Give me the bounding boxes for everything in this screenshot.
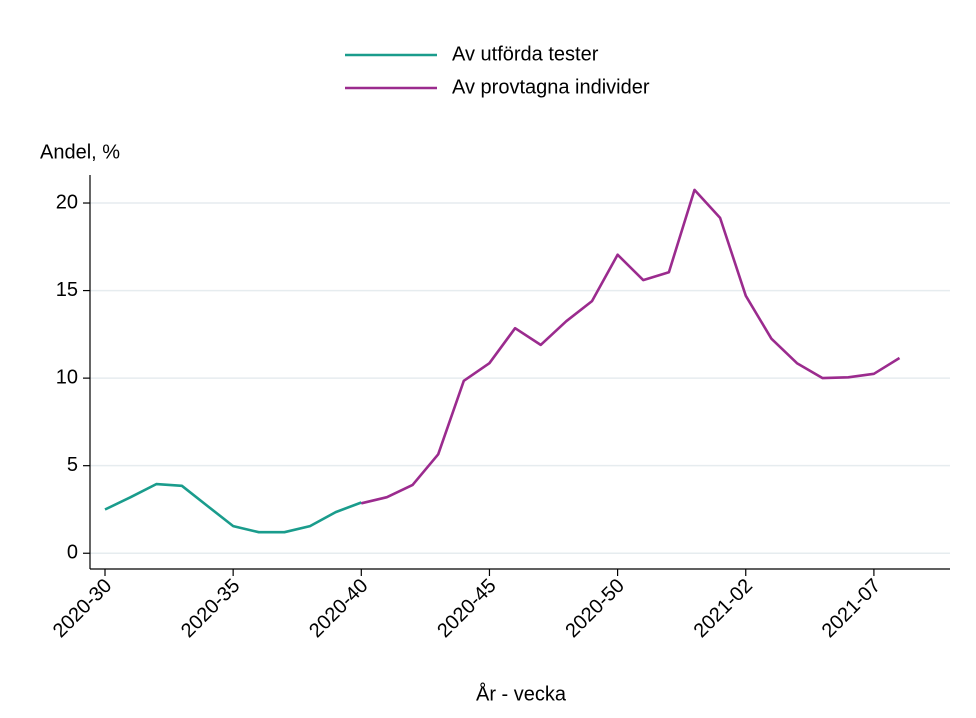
- y-tick-label: 10: [56, 366, 78, 388]
- y-tick-label: 5: [67, 454, 78, 476]
- x-axis-label: År - vecka: [476, 682, 567, 705]
- line-series: [104, 482, 362, 534]
- y-tick-label: 0: [67, 542, 78, 564]
- x-tick-label: 2020-40: [305, 575, 372, 642]
- y-tick-label: 20: [56, 191, 78, 213]
- y-tick-label: 15: [56, 279, 78, 301]
- x-tick-label: 2021-02: [690, 575, 757, 642]
- y-axis-label: Andel, %: [40, 141, 120, 163]
- x-tick-label: 2021-07: [818, 575, 885, 642]
- x-tick-label: 2020-30: [49, 575, 116, 642]
- legend-label: Av provtagna individer: [452, 76, 650, 98]
- x-tick-label: 2020-35: [177, 575, 244, 642]
- x-tick-label: 2020-50: [561, 575, 628, 642]
- x-tick-label: 2020-45: [433, 575, 500, 642]
- line-series: [360, 188, 901, 505]
- legend-label: Av utförda tester: [452, 43, 599, 65]
